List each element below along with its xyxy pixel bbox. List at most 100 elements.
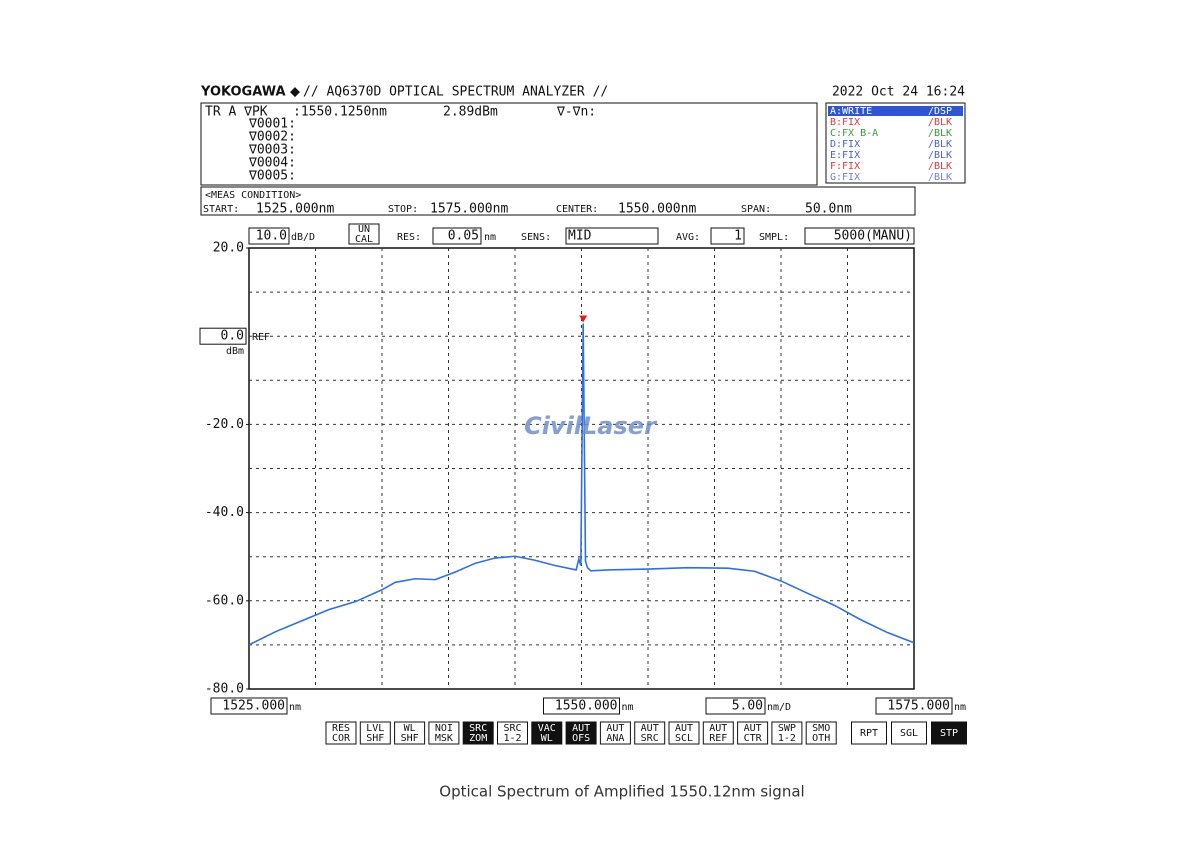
setting-unit: dB/D bbox=[291, 232, 315, 243]
button-label[interactable]: SRC bbox=[641, 733, 659, 744]
button-label[interactable]: WL bbox=[404, 723, 416, 734]
button-face[interactable] bbox=[702, 721, 734, 745]
button-label[interactable]: CTR bbox=[744, 733, 763, 744]
button-face[interactable] bbox=[891, 721, 927, 745]
button-label[interactable]: ANA bbox=[606, 733, 624, 744]
button-face[interactable] bbox=[394, 721, 426, 745]
setting-box bbox=[248, 227, 290, 245]
trace-highlight bbox=[828, 106, 963, 116]
button-label[interactable]: OFS bbox=[572, 733, 590, 744]
button-label[interactable]: COR bbox=[332, 733, 351, 744]
xdiv-value: 5.00 bbox=[732, 699, 763, 714]
setting-unit: nm/D bbox=[767, 702, 791, 713]
button-label[interactable]: SHF bbox=[401, 733, 419, 744]
button-label[interactable]: SHF bbox=[366, 733, 384, 744]
button-face[interactable] bbox=[805, 721, 837, 745]
setting-value: 0.05 bbox=[448, 229, 479, 244]
button-label[interactable]: AUT bbox=[709, 723, 727, 734]
button-label[interactable]: RES bbox=[332, 723, 350, 734]
y-tick-label: 20.0 bbox=[213, 241, 244, 256]
x-tick-label: 1550.000 bbox=[555, 699, 618, 714]
marker-level: 2.89dBm bbox=[443, 105, 498, 120]
meas-label: SPAN: bbox=[741, 204, 771, 215]
button-face[interactable] bbox=[325, 721, 357, 745]
button-face[interactable] bbox=[565, 721, 597, 745]
button-label[interactable]: SGL bbox=[900, 728, 918, 739]
button-label[interactable]: SRC bbox=[469, 723, 487, 734]
marker-row: ∇0003: bbox=[248, 143, 296, 158]
marker-row: ∇0002: bbox=[248, 130, 296, 145]
button-label[interactable]: MSK bbox=[435, 733, 453, 744]
button-label[interactable]: AUT bbox=[675, 723, 693, 734]
button-face[interactable] bbox=[428, 721, 460, 745]
button-label[interactable]: SWP bbox=[778, 723, 796, 734]
button-face[interactable] bbox=[462, 721, 494, 745]
button-label[interactable]: SCL bbox=[675, 733, 693, 744]
button-face[interactable] bbox=[531, 721, 563, 745]
button-label[interactable]: ZOM bbox=[469, 733, 487, 744]
button-face[interactable] bbox=[931, 721, 967, 745]
button-face[interactable] bbox=[359, 721, 391, 745]
button-label[interactable]: AUT bbox=[572, 723, 590, 734]
button[interactable]: SGL bbox=[891, 721, 927, 745]
trace-mode: /BLK bbox=[928, 161, 952, 172]
button-label[interactable]: SRC bbox=[503, 723, 521, 734]
marker-row: ∇0005: bbox=[248, 169, 296, 184]
button-face[interactable] bbox=[497, 721, 528, 745]
trace-name: B:FIX bbox=[830, 117, 860, 128]
marker-row: ∇0004: bbox=[248, 156, 296, 171]
y-tick-label: -60.0 bbox=[205, 593, 244, 608]
button-face[interactable] bbox=[771, 721, 803, 745]
button-label[interactable]: SMO bbox=[812, 723, 830, 734]
button-face[interactable] bbox=[634, 721, 666, 745]
trace-name: G:FIX bbox=[830, 172, 860, 183]
button-label[interactable]: AUT bbox=[606, 723, 624, 734]
trace-mode: /BLK bbox=[928, 150, 952, 161]
meas-value: 1525.000nm bbox=[256, 202, 334, 217]
button-label[interactable]: 1-2 bbox=[778, 733, 796, 744]
ref-box bbox=[199, 327, 247, 345]
meas-value: 1575.000nm bbox=[430, 202, 508, 217]
x-tick-label: 1575.000 bbox=[887, 699, 950, 714]
button-label[interactable]: OTH bbox=[812, 733, 830, 744]
button-face[interactable] bbox=[668, 721, 700, 745]
meas-value: 1550.000nm bbox=[618, 202, 696, 217]
setting-label: SENS: bbox=[521, 232, 551, 243]
button-label[interactable]: LVL bbox=[366, 723, 384, 734]
button-face[interactable] bbox=[599, 721, 631, 745]
ref-value: 0.0 bbox=[221, 329, 244, 344]
y-tick-label: -40.0 bbox=[205, 505, 244, 520]
x-unit: nm bbox=[622, 702, 634, 713]
button-label[interactable]: RPT bbox=[860, 728, 878, 739]
button[interactable]: RPT bbox=[851, 721, 887, 745]
button-label[interactable]: REF bbox=[709, 733, 727, 744]
button-face[interactable] bbox=[737, 721, 769, 745]
button-label[interactable]: AUT bbox=[641, 723, 659, 734]
button-label[interactable]: NOI bbox=[435, 723, 453, 734]
button-label[interactable]: AUT bbox=[744, 723, 762, 734]
button-face[interactable] bbox=[851, 721, 887, 745]
button[interactable]: STP bbox=[931, 721, 967, 745]
x-tick-label: 1525.000 bbox=[222, 699, 285, 714]
button-label[interactable]: STP bbox=[940, 728, 958, 739]
button-label[interactable]: VAC bbox=[538, 723, 556, 734]
button-label[interactable]: WL bbox=[541, 733, 553, 744]
marker-row: ∇0001: bbox=[248, 117, 296, 132]
button-label[interactable]: 1-2 bbox=[503, 733, 521, 744]
trace-name: C:FX B-A bbox=[830, 128, 878, 139]
